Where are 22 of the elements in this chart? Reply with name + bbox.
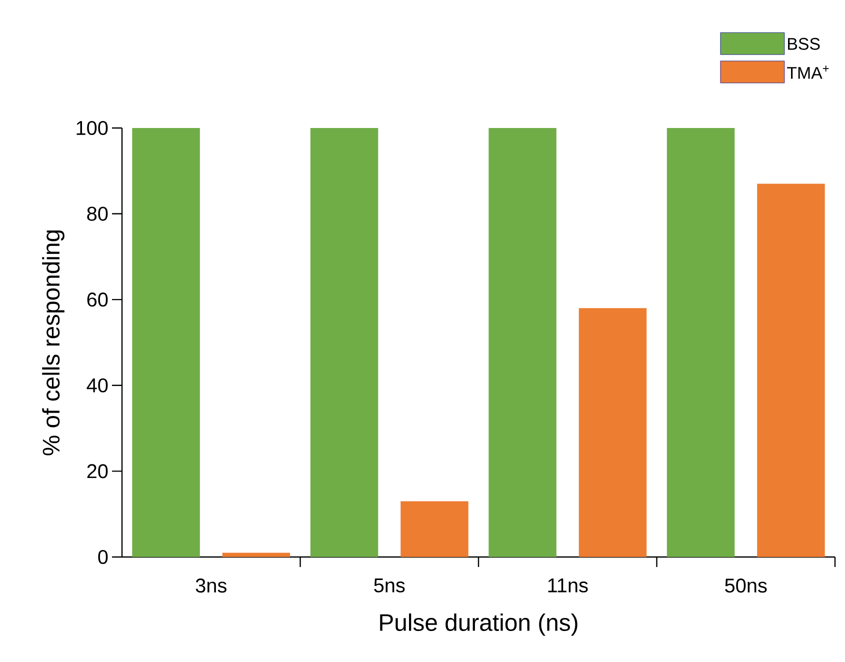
y-tick-label: 100 <box>76 120 108 136</box>
x-tick-label: 5ns <box>374 578 405 592</box>
y-tick-label: 80 <box>87 206 108 221</box>
legend-label: BSS <box>788 38 820 50</box>
legend-label: TMA$^{+}$ <box>787 66 829 79</box>
bar <box>310 128 378 557</box>
bar <box>757 184 825 557</box>
y-tick-label: 20 <box>87 464 108 478</box>
bar <box>400 501 468 557</box>
bar <box>222 552 290 557</box>
x-axis-title: Pulse duration (ns) <box>380 613 578 636</box>
bar <box>578 308 647 557</box>
x-tick-label: 11ns <box>548 578 588 592</box>
bar <box>666 128 735 557</box>
x-tick-label: 3ns <box>196 578 226 593</box>
y-tick-label: 60 <box>87 292 108 307</box>
y-tick-label: 0 <box>98 550 108 564</box>
bar <box>132 128 200 557</box>
y-axis-title: % of cells responding <box>42 230 64 456</box>
x-tick-label: 50ns <box>725 578 767 593</box>
y-tick-label: 40 <box>86 378 108 392</box>
bar <box>488 128 556 557</box>
